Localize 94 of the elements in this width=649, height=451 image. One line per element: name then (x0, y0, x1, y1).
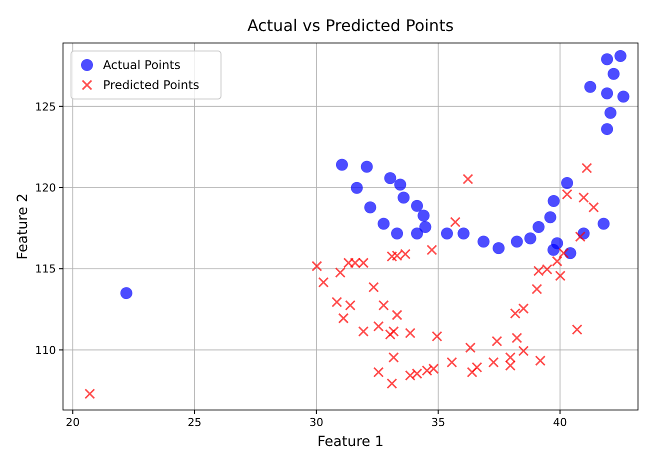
chart-title: Actual vs Predicted Points (247, 16, 454, 35)
point (548, 195, 560, 208)
point (334, 267, 346, 278)
point (608, 68, 620, 80)
point (394, 178, 406, 191)
point (578, 192, 589, 203)
point (524, 232, 536, 244)
legend-label: Actual Points (103, 58, 180, 72)
point (398, 192, 410, 204)
point (336, 158, 348, 171)
point (378, 218, 390, 230)
x-axis-title: Feature 1 (317, 434, 384, 450)
point (384, 172, 396, 184)
point (391, 227, 404, 240)
point (332, 296, 342, 308)
point (312, 260, 322, 272)
point (386, 251, 398, 262)
point (478, 236, 490, 248)
point (584, 80, 596, 93)
point (588, 202, 599, 213)
point (440, 227, 453, 240)
point (547, 244, 560, 256)
point (411, 200, 424, 212)
point (601, 53, 614, 66)
point (338, 312, 349, 324)
point (510, 236, 523, 248)
x-tick-label: 40 (553, 416, 568, 429)
y-tick-label: 125 (35, 100, 56, 114)
point (426, 244, 438, 256)
point (505, 352, 516, 363)
y-tick-label: 120 (35, 182, 56, 195)
point (562, 189, 572, 200)
point (358, 326, 369, 337)
point (386, 378, 398, 389)
point (466, 366, 478, 378)
point (604, 106, 616, 119)
point (505, 360, 516, 371)
point (458, 227, 470, 240)
point (572, 324, 582, 335)
point (378, 300, 389, 311)
point (552, 256, 562, 267)
point (450, 216, 461, 228)
x-tick-label: 25 (188, 416, 202, 429)
point (558, 248, 569, 258)
y-tick-label: 115 (35, 262, 56, 276)
point (84, 388, 96, 400)
legend-label: Predicted Points (103, 78, 200, 92)
point (518, 303, 529, 314)
point (532, 220, 545, 233)
point (492, 336, 502, 346)
point (432, 330, 442, 342)
point (532, 284, 542, 294)
x-tick-label: 20 (66, 416, 80, 429)
point (518, 346, 529, 356)
point (120, 287, 132, 300)
x-tick-label: 30 (309, 416, 324, 429)
point (544, 211, 556, 224)
point (373, 366, 384, 378)
point (344, 300, 356, 311)
point (418, 210, 430, 222)
point (488, 356, 499, 368)
point (465, 342, 476, 353)
point (554, 270, 566, 282)
point (492, 242, 505, 254)
point (601, 87, 614, 100)
point (384, 329, 396, 340)
point (510, 308, 521, 319)
point (368, 282, 379, 293)
point (364, 201, 376, 214)
point (617, 90, 630, 103)
point (388, 326, 399, 337)
point (446, 356, 458, 368)
point (582, 162, 592, 174)
point (404, 328, 416, 338)
point (419, 220, 432, 233)
point (360, 160, 373, 173)
point (561, 176, 574, 189)
point (318, 277, 329, 288)
x-tick-label: 35 (431, 416, 446, 429)
point (574, 231, 586, 242)
point (512, 332, 522, 344)
point (392, 310, 402, 320)
point (350, 182, 363, 194)
point (601, 123, 614, 136)
y-axis-title: Feature 2 (15, 193, 31, 260)
point (411, 227, 424, 240)
point (388, 352, 399, 363)
point (535, 355, 546, 366)
y-tick-label: 110 (35, 344, 56, 357)
point (598, 218, 610, 230)
point (472, 362, 482, 373)
point (373, 321, 384, 332)
point (462, 174, 474, 184)
point (614, 50, 626, 62)
